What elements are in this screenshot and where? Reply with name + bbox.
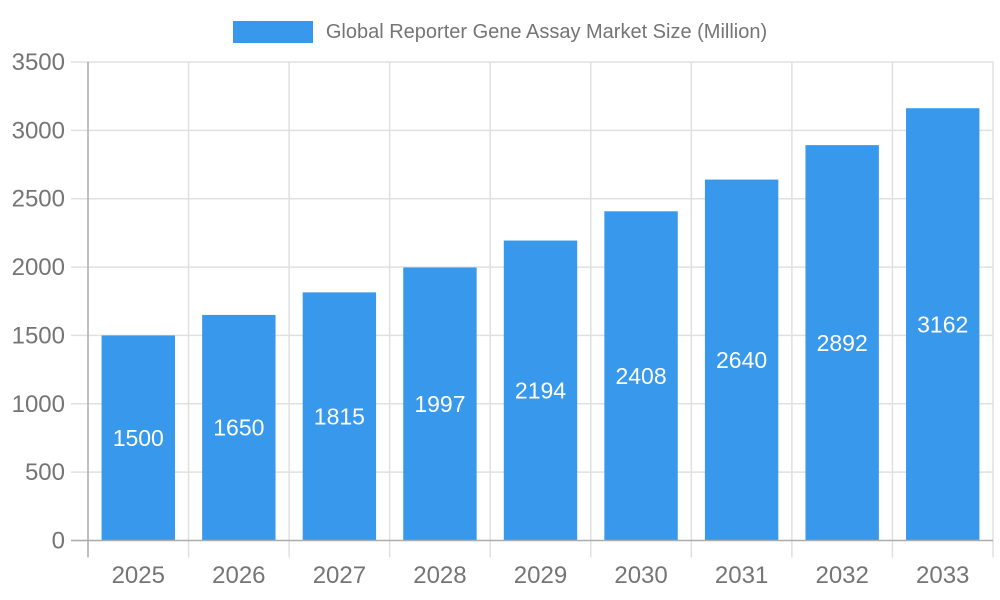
x-axis-label: 2032 (815, 562, 868, 589)
bar[interactable] (503, 240, 578, 541)
y-axis-label: 1500 (12, 322, 65, 349)
y-axis-label: 2000 (12, 254, 65, 281)
bar-value-label: 2892 (817, 330, 868, 356)
bar[interactable] (202, 314, 276, 541)
x-axis-label: 2026 (212, 562, 265, 589)
chart-legend[interactable]: Global Reporter Gene Assay Market Size (… (0, 12, 1000, 52)
x-axis-label: 2029 (514, 562, 567, 589)
legend-swatch (232, 21, 313, 43)
bar-value-label: 1650 (213, 415, 264, 441)
bar-value-label: 1997 (414, 391, 465, 417)
bar[interactable] (906, 108, 980, 541)
x-axis-label: 2030 (614, 562, 667, 589)
bar-value-label: 2194 (515, 378, 566, 404)
bar[interactable] (805, 145, 879, 541)
y-axis-label: 1000 (12, 391, 65, 418)
x-axis-label: 2028 (413, 562, 466, 589)
bar[interactable] (403, 267, 477, 541)
x-axis-label: 2025 (112, 562, 165, 589)
y-axis-label: 3000 (12, 117, 65, 144)
x-axis-label: 2031 (715, 562, 768, 589)
y-axis-label: 0 (52, 528, 65, 555)
bar-value-label: 1815 (314, 403, 365, 429)
y-axis-label: 3500 (12, 49, 65, 76)
bar-value-label: 2408 (615, 363, 666, 389)
y-axis-label: 500 (25, 459, 65, 486)
x-axis-label: 2027 (313, 562, 366, 589)
bar[interactable] (604, 211, 678, 541)
bar[interactable] (302, 292, 377, 541)
bar[interactable] (101, 335, 175, 541)
bar-value-label: 1500 (113, 425, 164, 451)
bar-value-label: 2640 (716, 347, 767, 373)
bar-value-label: 3162 (917, 311, 968, 337)
bar[interactable] (704, 179, 779, 541)
legend-label: Global Reporter Gene Assay Market Size (… (325, 21, 768, 43)
x-axis-label: 2033 (916, 562, 969, 589)
y-axis-label: 2500 (12, 186, 65, 213)
